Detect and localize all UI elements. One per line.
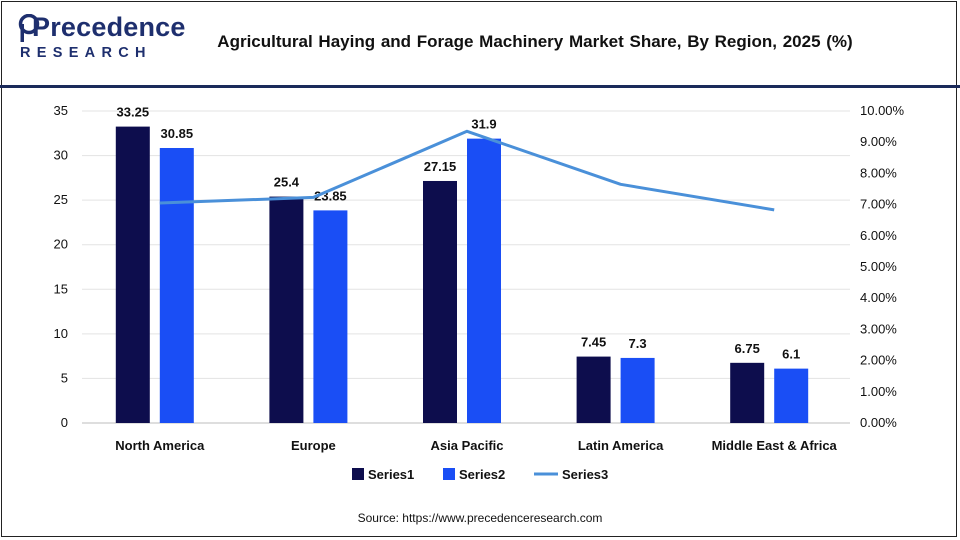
y-right-tick-label: 5.00% <box>860 259 897 274</box>
source-note: Source: https://www.precedenceresearch.c… <box>357 511 603 525</box>
y-right-tick-label: 6.00% <box>860 228 897 243</box>
chart-area: 0 5 10 15 20 25 30 35 0.00% 1.00% 2.00% 3.00% 4.00% 5… <box>54 103 905 482</box>
data-label: 31.9 <box>471 117 496 132</box>
category-label: Europe <box>291 438 336 453</box>
legend-label: Series3 <box>562 467 608 482</box>
data-label: 30.85 <box>161 126 194 141</box>
legend-swatch-series1 <box>352 468 364 480</box>
bar-series1 <box>576 356 611 423</box>
y-right-tick-label: 10.00% <box>860 103 905 118</box>
logo-wordmark-top: Precedence <box>32 12 186 42</box>
series3-line <box>159 129 775 212</box>
header: Precedence RESEARCH Agricultural Haying … <box>0 0 960 86</box>
bar-series1 <box>730 362 765 423</box>
bar-series2 <box>620 357 655 423</box>
y-left-tick-label: 10 <box>54 326 68 341</box>
category-label: Latin America <box>578 438 664 453</box>
data-label: 7.45 <box>581 335 606 350</box>
y-left-tick-label: 30 <box>54 148 68 163</box>
y-left-tick-label: 25 <box>54 192 68 207</box>
y-right-tick-label: 0.00% <box>860 415 897 430</box>
bar-series1 <box>269 196 304 423</box>
y-left-tick-label: 5 <box>61 370 68 385</box>
legend-label: Series1 <box>368 467 414 482</box>
y-left-tick-label: 20 <box>54 237 68 252</box>
y-right-tick-label: 3.00% <box>860 321 897 336</box>
brand-logo: Precedence RESEARCH <box>14 10 185 66</box>
category-label: Middle East & Africa <box>712 438 838 453</box>
y-right-tick-label: 7.00% <box>860 197 897 212</box>
logo-mark-icon <box>18 14 40 42</box>
header-divider <box>0 85 960 88</box>
data-label: 25.4 <box>274 175 300 190</box>
data-label: 6.75 <box>735 341 760 356</box>
y-left-tick-label: 0 <box>61 415 68 430</box>
data-label: 27.15 <box>424 159 457 174</box>
y-left-tick-label: 15 <box>54 281 68 296</box>
bar-series2 <box>467 138 501 423</box>
legend-label: Series2 <box>459 467 505 482</box>
y-right-tick-label: 8.00% <box>860 165 897 180</box>
legend-swatch-series2 <box>443 468 455 480</box>
y-right-tick-label: 4.00% <box>860 290 897 305</box>
bar-series2 <box>313 210 348 423</box>
category-label: Asia Pacific <box>431 438 504 453</box>
bar-series2 <box>774 368 809 423</box>
chart-title: Agricultural Haying and Forage Machinery… <box>217 32 853 51</box>
y-right-tick-label: 2.00% <box>860 353 897 368</box>
bar-series2 <box>159 147 194 423</box>
y-right-tick-label: 1.00% <box>860 384 897 399</box>
data-label: 7.3 <box>629 336 647 351</box>
y-left-tick-label: 35 <box>54 103 68 118</box>
bar-series1 <box>115 126 150 423</box>
category-label: North America <box>115 438 205 453</box>
y-right-tick-label: 9.00% <box>860 134 897 149</box>
bar-series1 <box>423 180 457 423</box>
data-label: 33.25 <box>117 105 150 120</box>
data-label: 6.1 <box>782 347 800 362</box>
logo-wordmark-bottom: RESEARCH <box>20 45 152 61</box>
